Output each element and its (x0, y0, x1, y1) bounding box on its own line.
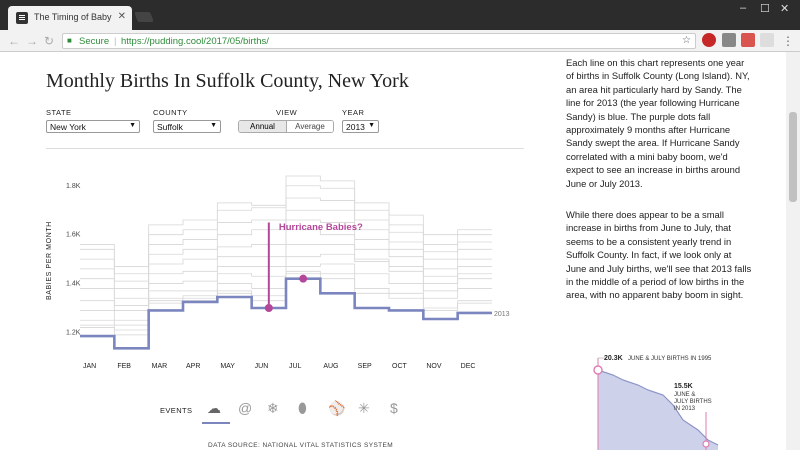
controls-divider (46, 148, 524, 149)
maximize-icon[interactable]: ☐ (760, 3, 770, 15)
x-tick-apr: APR (186, 363, 200, 370)
y-tick-1.4K: 1.4K (66, 281, 81, 288)
baseball-icon[interactable]: ⚾ (328, 400, 346, 416)
hurricane-icon[interactable]: ☁ (207, 400, 221, 416)
year-dropdown-icon: ▼ (368, 122, 375, 129)
swirl-icon[interactable]: @ (238, 400, 253, 416)
x-tick-mar: MAR (152, 363, 168, 370)
extension-pink-icon[interactable] (741, 33, 755, 47)
mini-low-label-1: JUNE & (674, 392, 695, 398)
x-tick-nov: NOV (426, 363, 442, 370)
minimize-icon[interactable]: – (740, 2, 747, 14)
y-axis-label: BABIES PER MONTH (46, 221, 53, 300)
state-select[interactable]: New York ▼ (46, 120, 140, 133)
lock-icon: ■ (67, 36, 72, 45)
x-tick-jan: JAN (83, 363, 96, 370)
pudding-favicon-icon (16, 12, 28, 24)
dollar-icon[interactable]: $ (390, 400, 398, 416)
state-label: STATE (46, 108, 72, 117)
chart-title: Monthly Births In Suffolk County, New Yo… (46, 70, 409, 92)
state-value: New York (50, 122, 86, 132)
data-source-note: DATA SOURCE: NATIONAL VITAL STATISTICS S… (208, 442, 394, 449)
view-label: VIEW (276, 108, 298, 117)
background-year-line-7 (80, 175, 492, 267)
x-tick-oct: OCT (392, 363, 408, 370)
tab-strip: The Timing of Baby Maki ✕ – ☐ ✕ (0, 0, 800, 30)
mini-low-label-3: IN 2013 (674, 406, 696, 412)
births-line-chart: BABIES PER MONTH 1.2K 1.4K 1.6K 1.8K JAN FEB MA… (46, 175, 510, 370)
events-label: EVENTS (160, 406, 193, 415)
tab-title: The Timing of Baby Maki (34, 12, 114, 22)
y-tick-1.8K: 1.8K (66, 183, 81, 190)
annotation-hurricane-babies: Hurricane Babies? (279, 222, 363, 233)
state-dropdown-icon: ▼ (129, 122, 136, 129)
x-tick-aug: AUG (323, 363, 338, 370)
mini-low-label-2: JULY BIRTHS (674, 399, 712, 405)
view-annual-button[interactable]: Annual (239, 121, 287, 132)
x-tick-feb: FEB (117, 363, 131, 370)
close-window-icon[interactable]: ✕ (780, 3, 790, 15)
hurricane-dot-jul (299, 274, 308, 283)
fireworks-icon[interactable]: ✳ (358, 400, 370, 416)
year-value: 2013 (346, 122, 365, 132)
extension-red-icon[interactable] (702, 33, 716, 47)
mini-low-value: 15.5K (674, 383, 693, 390)
hurricane-dot-jun (264, 304, 273, 312)
mini-top-value: 20.3K (604, 355, 623, 362)
low-marker (702, 440, 710, 448)
june-july-births-chart: 20.3K JUNE & JULY BIRTHS IN 1995 15.5K J… (593, 355, 719, 450)
security-label: Secure (79, 36, 110, 47)
year-label: YEAR (342, 108, 365, 117)
x-tick-jul: JUL (289, 363, 302, 370)
county-value: Suffolk (157, 122, 183, 132)
year-select[interactable]: 2013 ▼ (342, 120, 379, 133)
mini-top-label: JUNE & JULY BIRTHS IN 1995 (628, 356, 712, 362)
bookmark-star-icon[interactable]: ☆ (682, 35, 691, 46)
forward-icon[interactable]: → (26, 34, 38, 48)
county-label: COUNTY (153, 108, 188, 117)
menu-icon[interactable]: ⋮ (782, 34, 794, 48)
extension-gray-icon[interactable] (722, 33, 736, 47)
page-scrollbar[interactable] (786, 52, 800, 450)
back-icon[interactable]: ← (8, 34, 20, 48)
hurricane-selected-indicator (202, 422, 230, 424)
address-bar[interactable]: ■ Secure | https://pudding.cool/2017/05/… (62, 33, 696, 49)
extension-light-icon[interactable] (760, 33, 774, 47)
x-tick-may: MAY (220, 363, 235, 370)
football-icon[interactable]: ⬮ (298, 400, 307, 416)
snowflake-icon[interactable]: ❄ (267, 400, 279, 416)
url-text[interactable]: https://pudding.cool/2017/05/births/ (121, 36, 269, 47)
county-dropdown-icon: ▼ (210, 122, 217, 129)
x-tick-dec: DEC (461, 363, 476, 370)
paragraph-analysis: While there does appear to be a small in… (566, 209, 752, 301)
new-tab-button[interactable] (134, 12, 154, 22)
y-tick-1.2K: 1.2K (66, 329, 81, 336)
county-select[interactable]: Suffolk ▼ (153, 120, 221, 133)
x-tick-jun: JUN (255, 363, 269, 370)
series-line-2013 (80, 277, 492, 350)
browser-tab[interactable]: The Timing of Baby Maki ✕ (8, 6, 132, 30)
scrollbar-thumb[interactable] (789, 112, 797, 202)
paragraph-intro: Each line on this chart represents one y… (566, 57, 750, 189)
view-toggle: Annual Average (238, 120, 334, 133)
series-label-2013: 2013 (494, 311, 510, 318)
y-tick-1.6K: 1.6K (66, 232, 81, 239)
reload-icon[interactable]: ↻ (44, 34, 55, 48)
peak-marker (593, 365, 603, 375)
x-tick-sep: SEP (358, 363, 372, 370)
article-page: Monthly Births In Suffolk County, New Yo… (0, 52, 786, 450)
address-separator: | (114, 36, 117, 47)
close-tab-icon[interactable]: ✕ (117, 11, 126, 22)
browser-toolbar: ← → ↻ ■ Secure | https://pudding.cool/20… (0, 30, 800, 52)
view-average-button[interactable]: Average (287, 121, 333, 132)
